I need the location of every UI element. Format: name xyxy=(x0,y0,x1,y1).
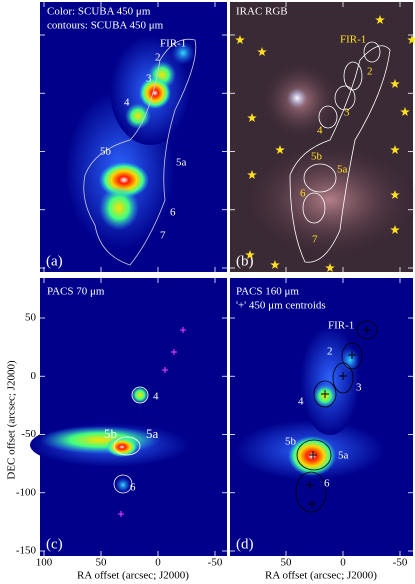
core xyxy=(115,477,131,493)
star-marker xyxy=(390,190,400,199)
y-axis-label: DEC offset (arcsec; J2000) xyxy=(6,360,18,480)
source-label: 6 xyxy=(300,188,306,200)
source-label: 6 xyxy=(170,207,176,219)
star-marker xyxy=(390,225,400,234)
core xyxy=(131,386,149,404)
nebula xyxy=(240,140,415,260)
source-label: 4 xyxy=(124,97,130,109)
core xyxy=(125,103,151,129)
star-marker xyxy=(235,35,245,44)
y-tick-label: 0 xyxy=(31,370,37,382)
panel-id: (c) xyxy=(46,536,63,552)
core xyxy=(99,186,139,230)
star xyxy=(287,88,307,108)
core xyxy=(171,41,195,65)
panel-b: IRAC RGB FIR-1 2 3 4 5b 5a 6 7 (b) xyxy=(230,2,415,272)
star-marker xyxy=(247,170,257,179)
star-marker xyxy=(245,250,255,259)
source-label: 2 xyxy=(327,346,333,358)
source-label: 5a xyxy=(338,450,349,462)
x-tick-label: 50 xyxy=(281,557,293,569)
centroids xyxy=(118,327,186,517)
x-tick-label: 0 xyxy=(340,557,346,569)
star-marker xyxy=(275,145,285,154)
centroids xyxy=(306,326,371,508)
panel-title: PACS 160 μm xyxy=(236,286,299,298)
panel-id: (a) xyxy=(46,253,63,269)
star-marker xyxy=(407,35,415,44)
source-label: FIR-1 xyxy=(328,320,354,332)
apertures xyxy=(295,320,378,513)
panel-bg xyxy=(40,278,227,556)
y-tick-label: 50 xyxy=(25,312,37,324)
emission xyxy=(300,325,360,435)
source-label: 3 xyxy=(356,382,362,394)
filament xyxy=(40,426,160,454)
source-label: FIR-1 xyxy=(160,38,186,50)
source-label: 2 xyxy=(367,66,373,78)
panel-title: Color: SCUBA 450 μm xyxy=(47,6,151,18)
star-marker xyxy=(375,15,385,24)
core xyxy=(340,348,360,372)
source-label: 6 xyxy=(130,482,136,494)
source-label: 3 xyxy=(344,107,350,119)
star-marker xyxy=(390,79,400,88)
contour xyxy=(83,38,197,266)
source-label: 5b xyxy=(100,146,112,158)
x-axis-label: RA offset (arcsec; J2000) xyxy=(265,570,377,582)
source-label: 5a xyxy=(146,426,159,441)
source-label: 5a xyxy=(176,157,187,169)
source-label: 6 xyxy=(324,478,330,490)
star-marker xyxy=(390,145,400,154)
x-tick-label: 50 xyxy=(96,557,108,569)
panel-c: PACS 70 μm 4 5b 5a 6 (c) xyxy=(30,278,227,556)
source-label: 5b xyxy=(285,436,297,448)
panel-d: PACS 160 μm '+' 450 μm centroids FIR-1 2… xyxy=(230,278,413,556)
core xyxy=(139,77,171,109)
source-label: 2 xyxy=(155,52,161,64)
star-marker xyxy=(400,107,410,116)
source-label: 4 xyxy=(153,391,159,403)
source-label: 5b xyxy=(104,426,117,441)
source-label: 4 xyxy=(317,125,323,137)
source-label: FIR-1 xyxy=(340,34,366,46)
panel-subtitle: contours: SCUBA 450 μm xyxy=(47,20,164,32)
y-tick-label: -150 xyxy=(16,545,37,557)
source-label: 5a xyxy=(337,164,348,176)
contours xyxy=(289,41,391,263)
star-marker xyxy=(257,47,267,56)
source-label: 4 xyxy=(298,396,304,408)
apertures xyxy=(113,386,149,494)
x-tick-label: -50 xyxy=(208,557,223,569)
source-label: 3 xyxy=(146,73,152,85)
star-marker xyxy=(325,263,335,272)
x-tick-label: -50 xyxy=(393,557,408,569)
y-tick-label: -100 xyxy=(16,486,37,498)
core xyxy=(106,437,138,457)
source-label: 7 xyxy=(312,234,318,246)
star-marker xyxy=(270,260,280,269)
source-label: 5b xyxy=(311,151,323,163)
panel-a: Color: SCUBA 450 μm contours: SCUBA 450 … xyxy=(40,2,227,272)
panel-subtitle: '+' 450 μm centroids xyxy=(236,300,326,312)
y-tick-label: -50 xyxy=(21,428,36,440)
panel-title: IRAC RGB xyxy=(236,6,288,18)
x-axis-label: RA offset (arcsec; J2000) xyxy=(77,570,189,582)
panel-title: PACS 70 μm xyxy=(47,286,105,298)
source-label: 7 xyxy=(160,230,166,242)
x-tick-label: 100 xyxy=(36,557,53,569)
x-tick-label: 0 xyxy=(155,557,161,569)
panel-id: (d) xyxy=(236,536,254,552)
star-marker xyxy=(247,113,257,122)
